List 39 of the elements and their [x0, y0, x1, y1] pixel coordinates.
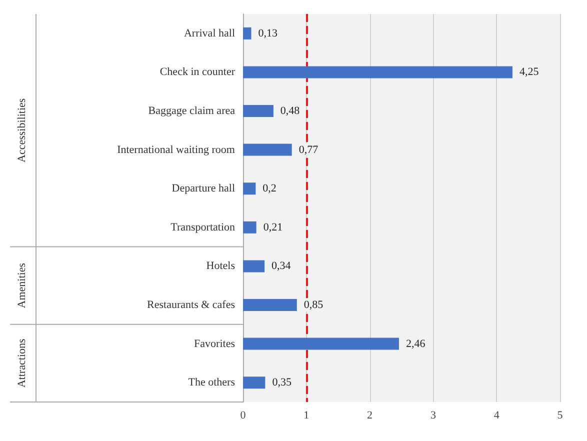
y-tick-label: Transportation	[170, 221, 236, 234]
data-label: 0,34	[272, 260, 292, 272]
x-tick-label: 2	[367, 410, 373, 422]
bar	[243, 260, 265, 272]
bar	[243, 376, 266, 389]
bar	[243, 27, 252, 40]
bar	[243, 105, 274, 117]
y-tick-label: The others	[188, 376, 235, 389]
x-tick-label: 1	[304, 410, 310, 422]
bar	[243, 338, 399, 350]
data-label: 0,2	[262, 182, 276, 195]
y-tick-label: Restaurants & cafes	[147, 299, 235, 311]
bar	[243, 144, 292, 156]
text: Amenities	[16, 262, 28, 308]
y-tick-label: Favorites	[194, 338, 235, 350]
bar	[243, 182, 256, 195]
y-tick-label: Arrival hall	[184, 27, 235, 40]
data-label: 0,85	[304, 299, 324, 311]
data-label: 0,21	[263, 221, 283, 234]
text: Accessibilities	[16, 98, 28, 162]
data-label: 0,13	[258, 27, 278, 40]
bar	[243, 221, 256, 234]
x-tick-label: 5	[557, 410, 564, 422]
y-tick-label: Check in counter	[160, 66, 236, 78]
y-tick-label: Hotels	[206, 260, 235, 272]
data-label: 0,48	[280, 105, 300, 117]
data-label: 4,25	[519, 66, 540, 78]
data-label: 0,77	[298, 144, 319, 156]
data-label: 2,46	[406, 338, 426, 350]
bar	[243, 66, 512, 78]
x-tick-label: 3	[430, 410, 436, 422]
x-tick-label: 4	[494, 410, 500, 422]
bar	[243, 299, 297, 311]
y-tick-label: International waiting room	[117, 144, 236, 156]
data-label: 0,35	[272, 376, 292, 389]
text: Attractions	[16, 338, 28, 388]
y-tick-label: Baggage claim area	[148, 105, 236, 117]
x-tick-label: 0	[240, 410, 246, 422]
y-tick-label: Departure hall	[172, 182, 235, 195]
